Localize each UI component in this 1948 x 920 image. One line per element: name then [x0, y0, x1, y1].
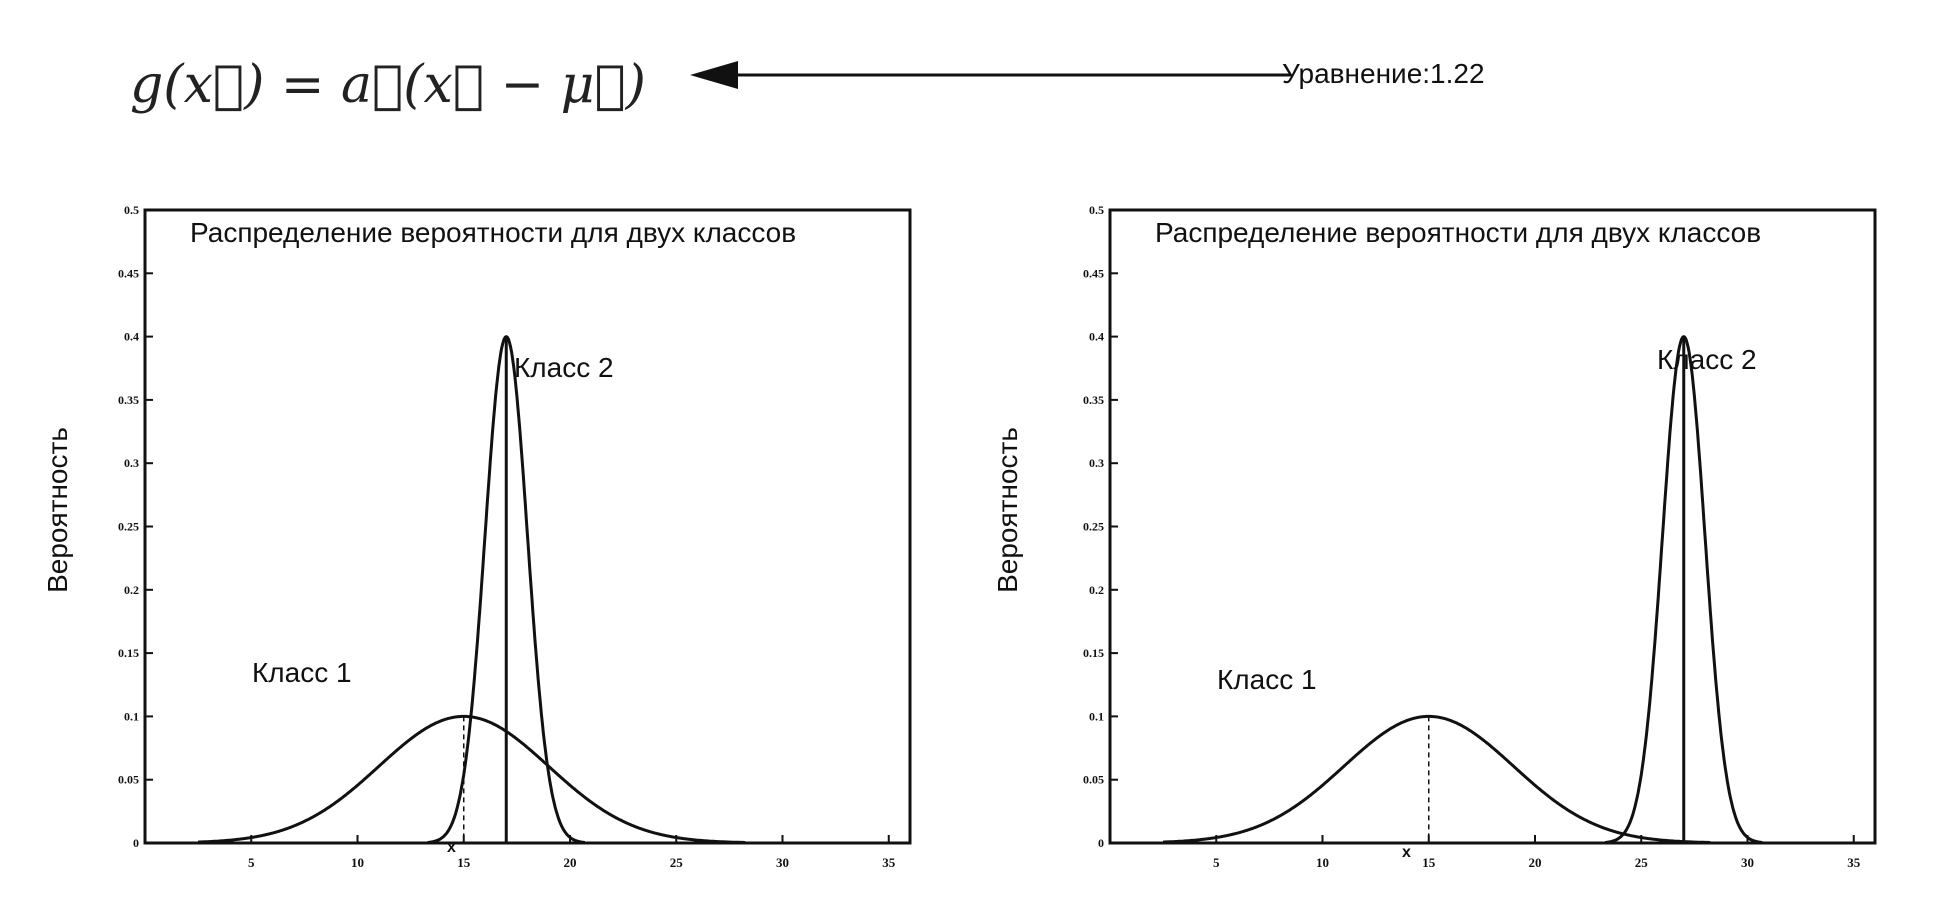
y-tick-label: 0.35: [1083, 393, 1104, 407]
x-tick-label: 10: [1316, 855, 1329, 870]
y-tick-label: 0.45: [1083, 266, 1104, 280]
series-line-class-1: [198, 716, 745, 842]
y-tick-label: 0.1: [1089, 709, 1104, 723]
x-tick-label: 10: [351, 855, 364, 870]
y-tick-label: 0.15: [118, 646, 139, 660]
y-tick-label: 0.2: [1089, 583, 1104, 597]
equation-label: Уравнение:1.22: [1282, 56, 1485, 92]
x-tick-label: 5: [1213, 855, 1220, 870]
x-tick-label: 30: [776, 855, 789, 870]
y-tick-label: 0.4: [124, 330, 139, 344]
series-label-class-1: Класс 1: [252, 656, 352, 690]
y-tick-label: 0.15: [1083, 646, 1104, 660]
equation-formula: g(x⃗) = a⃗(x⃗ − μ⃗): [130, 40, 550, 130]
series-label-class-2: Класс 2: [514, 351, 614, 385]
series-label-class-1: Класс 1: [1217, 663, 1317, 697]
y-axis-label: Вероятность: [42, 427, 74, 593]
x-tick-label: 15: [457, 855, 471, 870]
right-distribution-chart: 0 0.05 0.1 0.15 0.2 0.25 0.3 0.35 0.4 0.45 0.5 5 10 1…: [990, 195, 1910, 895]
left-chart-svg: 0 0.05 0.1 0.15 0.2 0.25 0.3 0.35 0.4 0.45 0.5 5 10 1…: [10, 195, 930, 895]
y-tick-label: 0.25: [118, 520, 139, 534]
y-tick-label: 0.05: [118, 773, 139, 787]
y-tick-label: 0.4: [1089, 330, 1104, 344]
y-tick-label: 0.05: [1083, 773, 1104, 787]
x-tick-label: 25: [670, 855, 684, 870]
y-tick-label: 0.2: [124, 583, 139, 597]
x-tick-label: 35: [882, 855, 896, 870]
y-tick-label: 0.25: [1083, 520, 1104, 534]
x-tick-label: 35: [1847, 855, 1861, 870]
x-tick-label: 20: [564, 855, 577, 870]
y-tick-label: 0: [133, 836, 139, 850]
plot-title: Распределение вероятности для двух класс…: [1155, 216, 1761, 250]
y-tick-label: 0.1: [124, 709, 139, 723]
left-distribution-chart: 0 0.05 0.1 0.15 0.2 0.25 0.3 0.35 0.4 0.45 0.5 5 10 1…: [10, 195, 930, 895]
y-tick-label: 0.35: [118, 393, 139, 407]
x-tick-label: 20: [1529, 855, 1542, 870]
y-tick-label: 0.5: [124, 203, 139, 217]
x-axis-label: x: [1402, 844, 1411, 862]
x-axis-label: x: [447, 839, 456, 857]
x-tick-label: 30: [1741, 855, 1754, 870]
y-tick-label: 0.5: [1089, 203, 1104, 217]
y-axis-label: Вероятность: [992, 427, 1024, 593]
x-tick-label: 5: [248, 855, 255, 870]
x-tick-label: 25: [1635, 855, 1649, 870]
y-tick-label: 0.3: [1089, 456, 1104, 470]
x-tick-label: 15: [1422, 855, 1436, 870]
y-tick-label: 0.45: [118, 266, 139, 280]
y-tick-label: 0.3: [124, 456, 139, 470]
plot-title: Распределение вероятности для двух класс…: [190, 216, 796, 250]
y-tick-label: 0: [1098, 836, 1104, 850]
arrow-left-icon: [690, 48, 1290, 102]
series-label-class-2: Класс 2: [1657, 343, 1757, 377]
right-chart-svg: 0 0.05 0.1 0.15 0.2 0.25 0.3 0.35 0.4 0.45 0.5 5 10 1…: [990, 195, 1910, 895]
